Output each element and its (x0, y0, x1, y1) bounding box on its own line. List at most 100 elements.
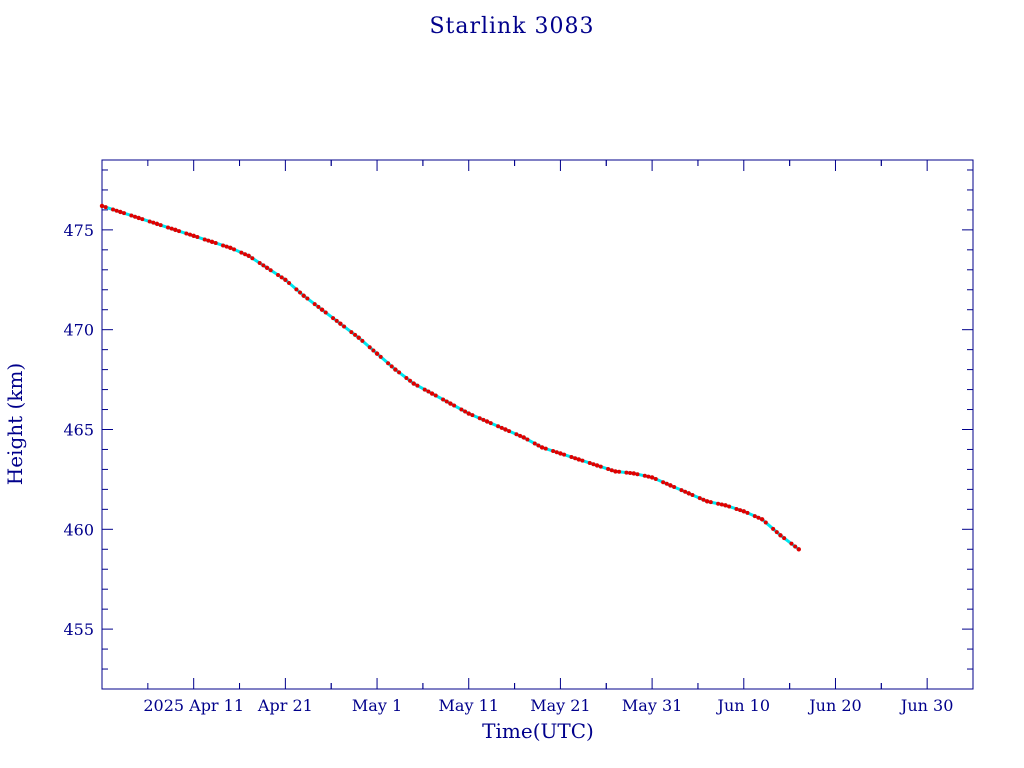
data-point (466, 411, 471, 416)
data-point (778, 533, 783, 538)
observation-point (793, 544, 798, 549)
observation-point (305, 296, 310, 301)
data-point (723, 503, 728, 508)
observation-point (389, 364, 394, 369)
observation-point (316, 304, 321, 309)
data-point (338, 321, 343, 326)
observation-point (298, 290, 303, 295)
observation-point (349, 330, 354, 335)
data-point (613, 469, 618, 474)
data-point (118, 209, 123, 215)
data-point (301, 293, 306, 298)
data-point (374, 351, 380, 356)
observation-point (635, 472, 640, 477)
observation-point (243, 252, 248, 257)
observation-point (514, 432, 519, 437)
observation-point (701, 497, 706, 502)
observation-point (184, 231, 189, 236)
observation-point (386, 361, 391, 366)
observation-point (543, 446, 548, 451)
observation-point (763, 520, 768, 525)
observation-point (103, 205, 108, 210)
observation-point (206, 238, 211, 243)
observation-point (261, 263, 266, 268)
observation-point (716, 501, 721, 506)
observation-point (551, 449, 556, 454)
x-axis-title: Time(UTC) (482, 719, 594, 743)
observation-point (279, 275, 284, 280)
observation-point (653, 476, 658, 481)
observation-point (232, 247, 237, 252)
observation-point (426, 389, 431, 394)
data-point (209, 239, 215, 245)
observation-point (646, 474, 651, 479)
observation-point (294, 287, 299, 292)
data-point (136, 215, 141, 221)
observation-point (734, 506, 739, 511)
observation-point (536, 443, 541, 448)
data-point (704, 499, 710, 504)
x-tick-label: May 1 (352, 696, 402, 715)
axis-ticks (102, 160, 973, 690)
observation-point (679, 488, 684, 493)
data-point (594, 463, 600, 468)
data-point (429, 391, 435, 396)
data-point (668, 483, 673, 488)
y-tick-label: 455 (63, 620, 94, 639)
observation-point (371, 348, 376, 353)
observation-point (609, 468, 614, 473)
y-tick-label: 460 (63, 520, 94, 539)
observation-point (525, 437, 530, 442)
observation-point (580, 458, 585, 463)
data-point (393, 367, 398, 372)
observation-point (202, 237, 207, 242)
observation-point (415, 383, 420, 388)
observation-point (782, 536, 787, 541)
data-point (796, 547, 801, 552)
observation-point (507, 429, 512, 434)
observation-point (745, 510, 750, 515)
observation-point (617, 469, 622, 474)
data-point (283, 277, 288, 282)
data-point (576, 457, 581, 462)
data-point (759, 517, 765, 522)
observation-point (708, 500, 713, 505)
observation-point (221, 243, 226, 248)
observation-point (147, 219, 152, 224)
x-tick-label: Jun 10 (716, 696, 770, 715)
data-point (558, 451, 563, 456)
data-point (319, 307, 325, 312)
observation-point (598, 464, 603, 469)
observation-point (661, 480, 666, 485)
observation-point (587, 461, 592, 466)
data-point (228, 245, 233, 251)
observation-point (188, 232, 193, 237)
observation-point (195, 235, 200, 240)
observation-point (481, 417, 486, 422)
observation-point (177, 229, 182, 234)
observation-point (323, 310, 328, 315)
observation-point (532, 441, 537, 446)
observation-point (452, 403, 457, 408)
observation-point (774, 530, 779, 535)
observation-point (166, 225, 171, 230)
observation-point (276, 272, 281, 277)
observation-point (129, 213, 134, 218)
data-point (741, 509, 746, 514)
data-point (631, 471, 636, 476)
x-tick-label: Jun 20 (807, 696, 861, 715)
x-tick-label: May 21 (530, 696, 590, 715)
x-tick-label: Jun 30 (899, 696, 953, 715)
observation-point (239, 250, 244, 255)
observation-point (441, 397, 446, 402)
observation-point (360, 338, 365, 343)
chart-title: Starlink 3083 (429, 14, 595, 39)
observation-point (224, 244, 229, 249)
y-tick-label: 470 (63, 321, 94, 340)
observation-point (312, 302, 317, 307)
observation-point (752, 514, 757, 519)
plot-frame (101, 159, 974, 690)
observation-point (331, 316, 336, 321)
data-point (521, 435, 526, 440)
